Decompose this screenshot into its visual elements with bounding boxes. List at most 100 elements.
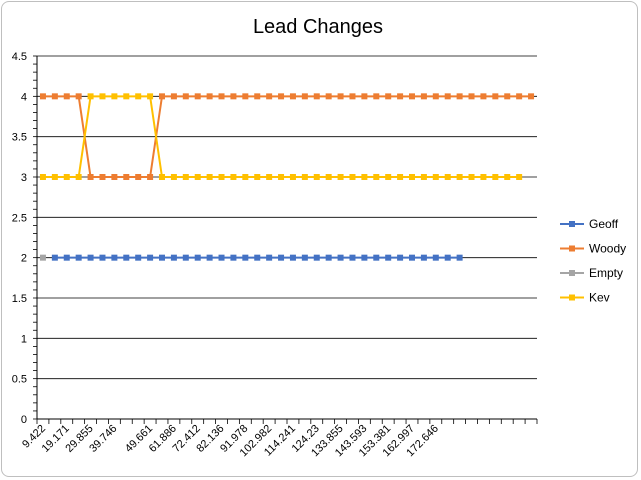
data-point-geoff bbox=[230, 254, 237, 261]
data-point-geoff bbox=[361, 254, 368, 261]
data-point-empty bbox=[39, 254, 46, 261]
data-point-woody bbox=[99, 174, 106, 180]
y-tick-label: 3.5 bbox=[12, 132, 27, 144]
data-point-geoff bbox=[159, 254, 165, 261]
data-point-woody bbox=[516, 93, 523, 100]
data-point-geoff bbox=[254, 254, 261, 261]
data-point-woody bbox=[373, 93, 380, 100]
data-point-woody bbox=[266, 93, 273, 100]
y-tick-label: 2.5 bbox=[12, 212, 27, 224]
data-point-woody bbox=[313, 93, 320, 100]
data-point-kev bbox=[397, 174, 404, 180]
data-point-woody bbox=[468, 93, 475, 100]
legend-entry-kev: Kev bbox=[560, 291, 610, 305]
legend-entry-empty: Empty bbox=[560, 266, 623, 280]
chart-title: Lead Changes bbox=[253, 16, 383, 38]
data-point-geoff bbox=[325, 254, 332, 261]
data-point-kev bbox=[504, 174, 511, 180]
data-point-woody bbox=[135, 174, 142, 180]
data-point-geoff bbox=[135, 254, 142, 261]
x-tick-label: 39.746 bbox=[87, 423, 119, 455]
data-point-kev bbox=[194, 174, 201, 180]
legend-marker-kev bbox=[569, 294, 575, 301]
data-point-kev bbox=[337, 174, 344, 180]
data-point-kev bbox=[170, 174, 177, 180]
data-point-woody bbox=[51, 93, 58, 100]
legend-label-empty: Empty bbox=[589, 266, 623, 280]
y-tick-label: 1.5 bbox=[12, 293, 27, 305]
data-point-geoff bbox=[289, 254, 296, 261]
data-point-woody bbox=[504, 93, 511, 100]
data-point-woody bbox=[349, 93, 356, 100]
data-point-kev bbox=[87, 93, 94, 100]
data-point-woody bbox=[39, 93, 46, 100]
data-point-geoff bbox=[409, 254, 415, 261]
data-point-kev bbox=[75, 174, 82, 180]
data-point-kev bbox=[516, 174, 523, 180]
data-point-geoff bbox=[349, 254, 356, 261]
legend-marker-geoff bbox=[569, 221, 575, 227]
data-point-kev bbox=[325, 174, 332, 180]
data-point-kev bbox=[492, 174, 499, 180]
data-point-woody bbox=[337, 93, 344, 100]
y-tick-label: 4 bbox=[21, 91, 27, 103]
series-layer bbox=[39, 93, 535, 261]
data-point-kev bbox=[301, 174, 308, 180]
data-point-woody bbox=[182, 93, 189, 100]
data-point-woody bbox=[492, 93, 499, 100]
data-point-kev bbox=[432, 174, 439, 180]
data-point-woody bbox=[111, 174, 118, 180]
data-point-woody bbox=[325, 93, 332, 100]
data-point-kev bbox=[444, 174, 451, 180]
series-empty bbox=[39, 254, 46, 261]
data-point-geoff bbox=[75, 254, 82, 261]
data-point-kev bbox=[230, 174, 237, 180]
data-point-kev bbox=[135, 93, 142, 100]
data-point-woody bbox=[242, 93, 249, 100]
legend: Geoff Woody Empty Kev bbox=[560, 217, 626, 305]
data-point-geoff bbox=[170, 254, 177, 261]
data-point-kev bbox=[39, 174, 46, 180]
data-point-geoff bbox=[456, 254, 463, 261]
data-point-kev bbox=[218, 174, 225, 180]
data-point-kev bbox=[420, 174, 427, 180]
series-woody bbox=[39, 93, 535, 180]
data-point-geoff bbox=[206, 254, 213, 261]
data-point-kev bbox=[361, 174, 368, 180]
data-point-woody bbox=[147, 174, 154, 180]
data-point-kev bbox=[409, 174, 415, 180]
data-point-geoff bbox=[194, 254, 201, 261]
data-point-geoff bbox=[111, 254, 118, 261]
data-point-woody bbox=[397, 93, 404, 100]
data-point-geoff bbox=[385, 254, 392, 261]
data-point-kev bbox=[99, 93, 106, 100]
data-point-geoff bbox=[301, 254, 308, 261]
data-point-woody bbox=[230, 93, 237, 100]
y-tick-label: 0.5 bbox=[12, 374, 27, 386]
data-point-woody bbox=[361, 93, 368, 100]
data-point-kev bbox=[182, 174, 189, 180]
data-point-geoff bbox=[242, 254, 249, 261]
data-point-geoff bbox=[147, 254, 154, 261]
y-tick-label: 2 bbox=[21, 253, 27, 265]
legend-label-woody: Woody bbox=[589, 242, 626, 256]
data-point-kev bbox=[480, 174, 487, 180]
data-point-geoff bbox=[182, 254, 189, 261]
legend-marker-woody bbox=[569, 245, 575, 252]
data-point-kev bbox=[289, 174, 296, 180]
data-point-kev bbox=[266, 174, 273, 180]
y-tick-label: 3 bbox=[21, 172, 27, 184]
data-point-geoff bbox=[397, 254, 404, 261]
data-point-kev bbox=[51, 174, 58, 180]
data-point-woody bbox=[75, 93, 82, 100]
legend-label-geoff: Geoff bbox=[589, 217, 619, 231]
data-point-geoff bbox=[432, 254, 439, 261]
data-point-kev bbox=[468, 174, 475, 180]
data-point-woody bbox=[301, 93, 308, 100]
series-geoff bbox=[51, 254, 463, 261]
data-point-woody bbox=[254, 93, 261, 100]
data-point-geoff bbox=[420, 254, 427, 261]
data-point-geoff bbox=[337, 254, 344, 261]
